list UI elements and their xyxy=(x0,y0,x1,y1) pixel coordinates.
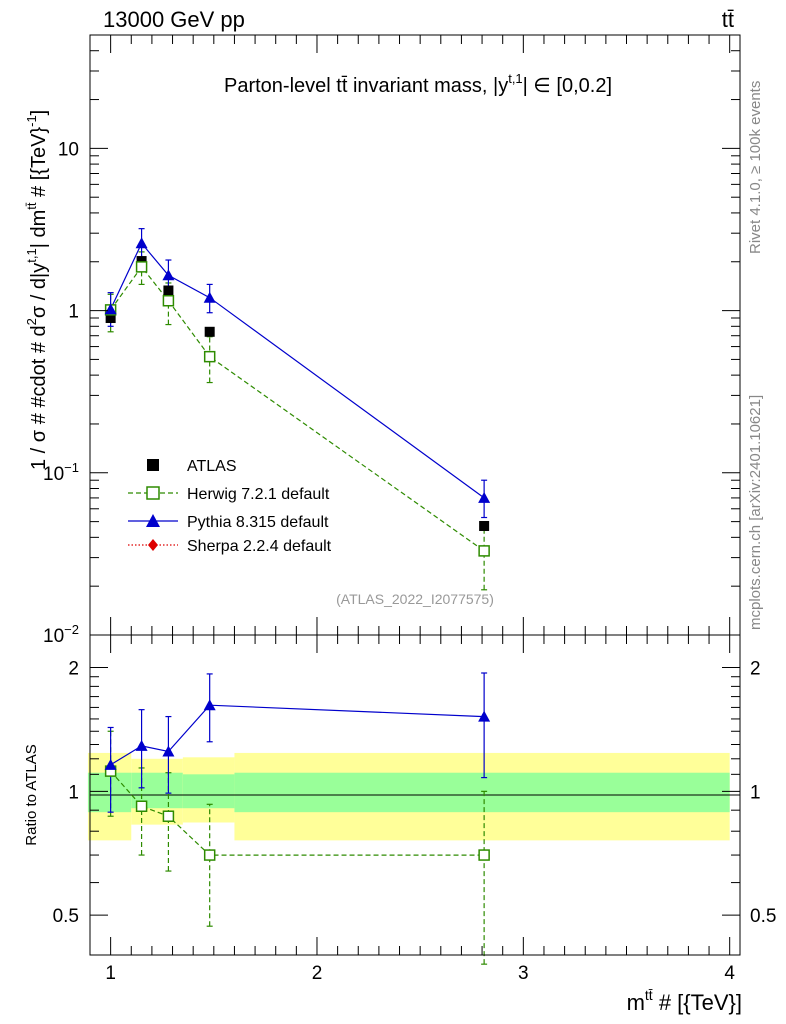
main-series-lines xyxy=(107,228,488,591)
mcplots-label: mcplots.cern.ch [arXiv:2401.10621] xyxy=(747,395,764,630)
main-y-tick-label: 10 xyxy=(58,139,79,160)
x-axis-label: mtt̄ # [{TeV}] xyxy=(627,987,742,1015)
ylabel-sup3: tt̄ xyxy=(24,202,39,210)
main-y-tick-label: 10−2 xyxy=(43,622,79,647)
main-title: Parton-level tt̄ invariant mass, |yt,1| … xyxy=(224,71,612,97)
ratio-series-marks xyxy=(104,699,491,861)
ratio-stat-uncertainty-band xyxy=(182,774,235,809)
main-atlas-point xyxy=(105,313,116,324)
ratio-y-tick-label-right: 1 xyxy=(750,782,761,803)
ratio-stat-uncertainty-band xyxy=(87,772,132,813)
x-tick-label: 2 xyxy=(312,963,323,984)
x-tick-label: 1 xyxy=(105,963,116,984)
main-pythia-point xyxy=(104,303,117,315)
main-title-post: | ∈ [0,0.2] xyxy=(523,75,612,97)
ratio-y-tick-label-left: 1 xyxy=(68,782,79,803)
ratio-herwig-point xyxy=(478,849,490,861)
main-herwig-point xyxy=(203,350,216,363)
ylabel-a: 1 / σ # #cdot # d xyxy=(28,325,50,470)
main-pythia-line xyxy=(110,242,485,499)
main-atlas-point xyxy=(163,285,174,296)
analysis-watermark: (ATLAS_2022_I2077575) xyxy=(336,591,494,607)
legend-atlas-label: ATLAS xyxy=(187,458,237,475)
xlabel-sup: tt̄ xyxy=(645,987,653,1003)
ylabel-sup1: 2 xyxy=(24,318,39,325)
ratio-pythia-point xyxy=(135,739,148,751)
legend-atlas-marker xyxy=(147,459,159,471)
rivet-version-label: Rivet 4.1.0, ≥ 100k events xyxy=(747,81,764,254)
main-y-axis-label: 1 / σ # #cdot # d2σ / d|yt,1| dmtt̄ # [{… xyxy=(24,110,50,470)
x-tick-label: 4 xyxy=(724,963,735,984)
ratio-herwig-point xyxy=(162,810,175,822)
ylabel-c: | dm xyxy=(28,210,50,249)
main-herwig-line xyxy=(110,265,485,552)
ratio-y-tick-label-left: 2 xyxy=(68,659,79,680)
ratio-uncertainty-bands xyxy=(87,752,730,841)
legend-sherpa-label: Sherpa 2.2.4 default xyxy=(187,538,332,555)
main-pythia-point xyxy=(478,491,491,503)
legend: ATLAS Herwig 7.2.1 default Pythia 8.315 … xyxy=(128,458,332,555)
main-atlas-point xyxy=(479,520,490,531)
main-herwig-point xyxy=(162,294,175,307)
ratio-x-ticks: 1 2 3 4 xyxy=(89,635,735,984)
ratio-y-tick-label-right: 0.5 xyxy=(750,906,776,927)
main-panel: 10−2 10−1 1 10 Parton-level tt̄ invariant m… xyxy=(24,34,741,647)
legend-pythia-label: Pythia 8.315 default xyxy=(187,514,329,531)
ylabel-sup2: t,1 xyxy=(24,248,39,262)
main-y-ticks: 10−2 10−1 1 10 xyxy=(43,34,740,647)
main-y-tick-label: 10−1 xyxy=(43,460,79,485)
main-herwig-point xyxy=(478,545,490,557)
ratio-pythia-point xyxy=(203,699,216,711)
legend-herwig-marker xyxy=(146,486,160,500)
main-y-tick-label: 1 xyxy=(68,302,79,323)
main-pythia-point xyxy=(135,237,148,249)
ratio-y-tick-label-right: 2 xyxy=(750,659,761,680)
xlabel-pre: m xyxy=(627,990,645,1015)
ratio-y-axis-label: Ratio to ATLAS xyxy=(23,744,40,845)
ylabel-d: # [{TeV} xyxy=(28,127,50,203)
main-title-sup: t,1 xyxy=(508,71,522,86)
xlabel-post: # [{TeV}] xyxy=(653,990,742,1015)
main-atlas-point xyxy=(204,326,215,337)
ratio-panel: 0.5 0.5 1 1 2 2 1 2 3 4 Ratio to ATLAS mtt̄ # [{… xyxy=(23,634,777,1015)
ylabel-sup4: -1 xyxy=(24,115,39,127)
ratio-frame xyxy=(89,634,741,956)
header-energy-label: 13000 GeV pp xyxy=(103,7,245,32)
main-x-ticks xyxy=(89,35,731,635)
ratio-pythia-point xyxy=(162,745,175,757)
main-herwig-point xyxy=(135,261,148,273)
main-series-marks xyxy=(104,237,491,557)
ylabel-e: ] xyxy=(28,110,50,116)
ratio-pythia-point xyxy=(478,710,491,722)
header-process-label: tt̄ xyxy=(722,7,734,32)
ratio-y-ticks: 0.5 0.5 1 1 2 2 xyxy=(53,659,777,928)
x-tick-label: 3 xyxy=(518,963,529,984)
legend-pythia-marker xyxy=(146,514,160,527)
main-atlas-point xyxy=(136,256,147,267)
legend-herwig-label: Herwig 7.2.1 default xyxy=(187,486,330,503)
ratio-stat-uncertainty-band xyxy=(234,772,730,813)
ratio-herwig-point xyxy=(203,849,216,861)
legend-sherpa-marker xyxy=(148,539,158,551)
main-pythia-point xyxy=(162,269,175,281)
main-pythia-point xyxy=(203,291,216,303)
ylabel-b: σ / d|y xyxy=(28,263,50,318)
main-title-pre: Parton-level tt̄ invariant mass, |y xyxy=(224,75,508,97)
ratio-y-tick-label-left: 0.5 xyxy=(53,906,79,927)
ratio-herwig-point xyxy=(135,800,148,812)
ratio-pythia-point xyxy=(104,758,117,770)
